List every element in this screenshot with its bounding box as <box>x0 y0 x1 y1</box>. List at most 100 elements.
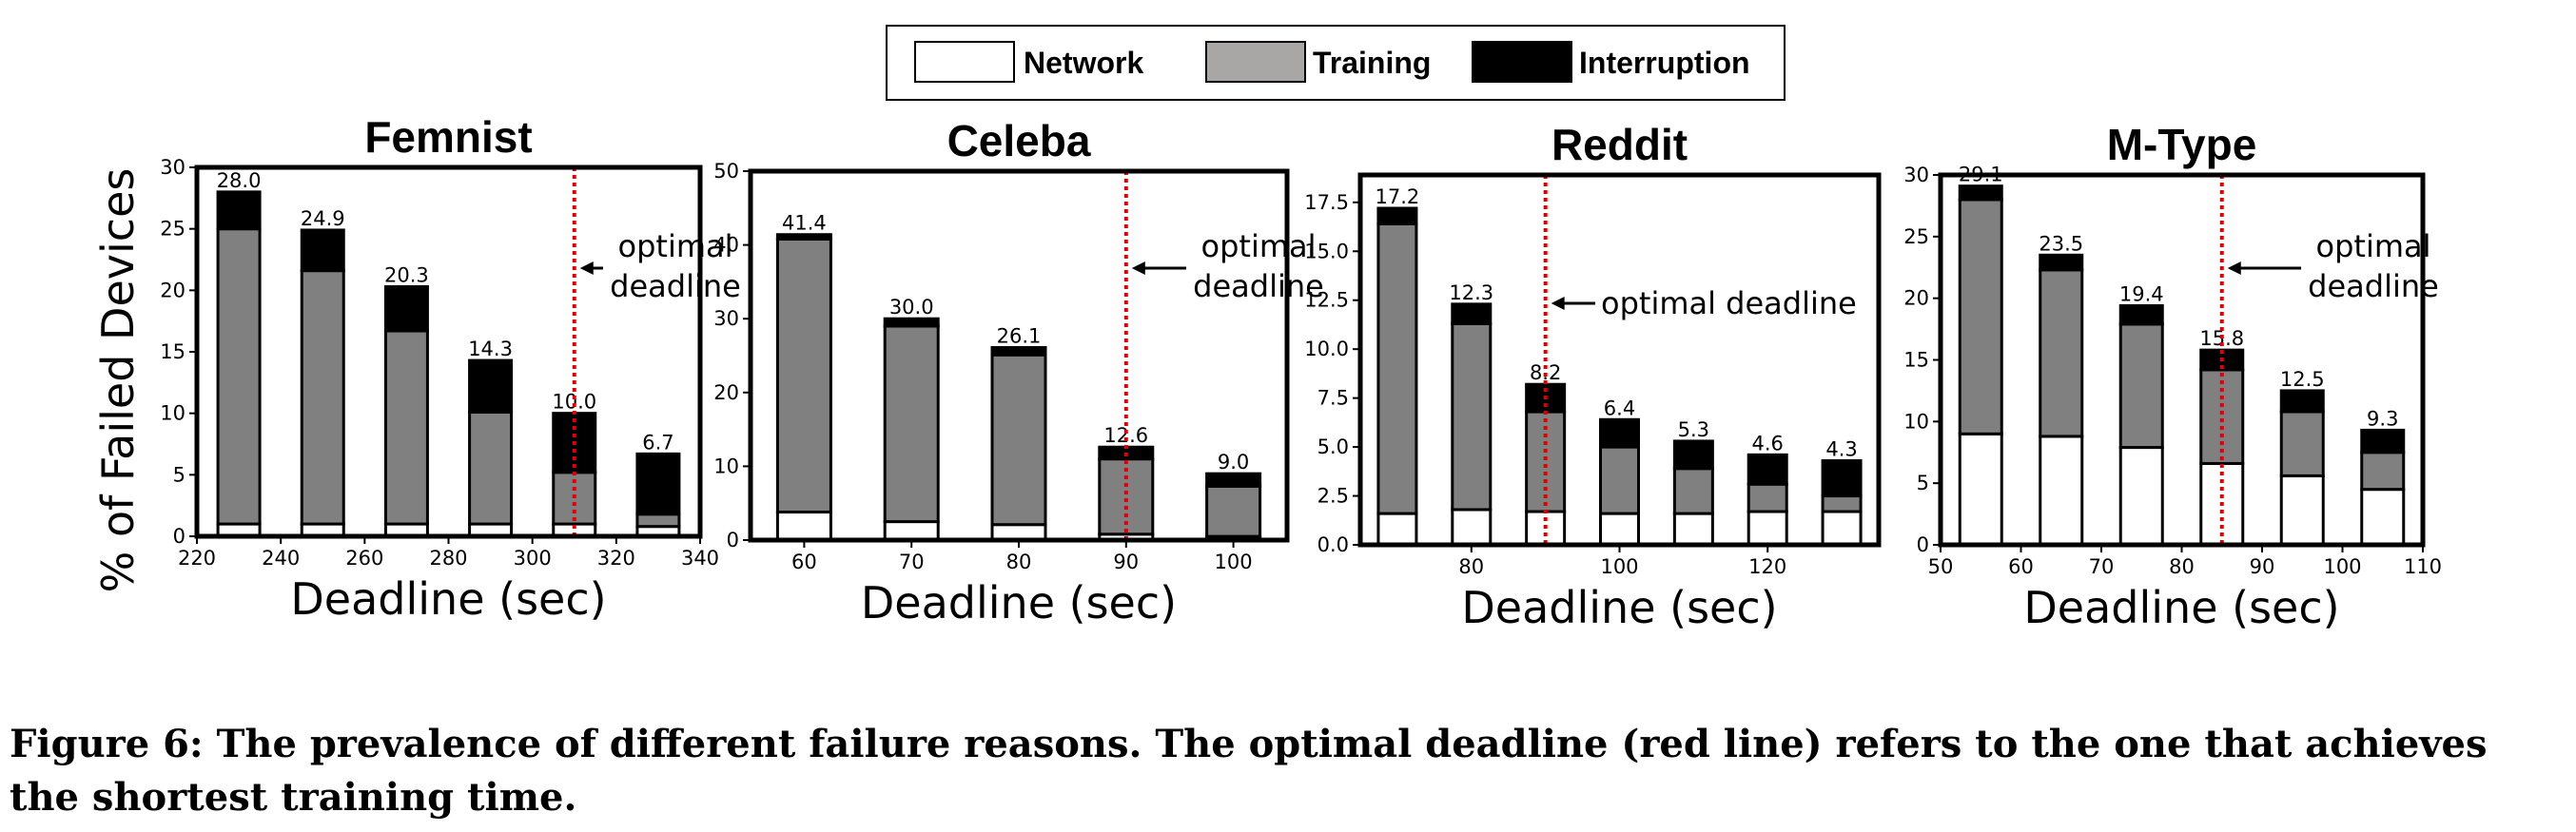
legend-label-interruption: Interruption <box>1579 46 1750 80</box>
x-tick-label: 100 <box>2323 555 2361 578</box>
bar-segment-interruption <box>1747 453 1788 486</box>
data-label: 9.0 <box>1218 451 1249 474</box>
bar-segment-training <box>1205 484 1262 538</box>
annotation-line: deadline <box>1193 268 1324 304</box>
legend-swatch-interruption <box>1472 41 1572 83</box>
x-tick-label: 100 <box>1215 551 1253 573</box>
bar-segment-interruption <box>300 228 345 273</box>
data-label: 12.6 <box>1103 424 1148 447</box>
data-label: 23.5 <box>2039 232 2083 255</box>
bar-segment-interruption <box>990 345 1047 357</box>
bar-segment-training <box>216 227 262 526</box>
bar-segment-training <box>2279 410 2325 477</box>
x-tick-label: 100 <box>1600 555 1638 578</box>
annotation-arrowhead <box>1551 297 1565 310</box>
bar-segment-network <box>1451 508 1493 547</box>
bar-segment-network <box>1376 512 1418 547</box>
y-tick-label: 30 <box>1903 164 1929 186</box>
data-label: 14.3 <box>468 338 513 360</box>
x-tick-label: 80 <box>1006 551 1032 573</box>
y-tick-label: 10 <box>160 402 185 425</box>
data-label: 4.6 <box>1752 432 1784 455</box>
bar-segment-network <box>1599 512 1640 547</box>
y-tick-label: 17.5 <box>1304 191 1349 214</box>
legend: Network Training Interruption <box>886 25 1786 101</box>
y-tick-label: 20 <box>1903 287 1929 310</box>
x-tick-label: 340 <box>681 547 719 570</box>
x-tick-label: 70 <box>899 551 925 573</box>
y-tick-label: 30 <box>713 307 739 330</box>
y-tick-label: 40 <box>713 234 739 257</box>
y-tick-label: 10.0 <box>1304 338 1349 360</box>
y-tick-label: 15 <box>160 340 185 363</box>
x-tick-label: 70 <box>2089 555 2115 578</box>
bar-segment-interruption <box>468 358 514 414</box>
y-tick-label: 12.5 <box>1304 289 1349 312</box>
x-tick-label: 50 <box>1928 555 1954 578</box>
chart-title: Reddit <box>1551 120 1688 169</box>
annotation-arrowhead <box>579 261 594 275</box>
data-label: 19.4 <box>2119 282 2164 305</box>
bar-segment-training <box>2039 268 2084 438</box>
y-tick-label: 20 <box>713 381 739 404</box>
y-tick-label: 15.0 <box>1304 240 1349 262</box>
data-label: 26.1 <box>997 324 1042 347</box>
bar-segment-training <box>1599 445 1640 515</box>
chart-title: Femnist <box>364 112 532 162</box>
data-label: 24.9 <box>301 207 345 230</box>
data-label: 4.3 <box>1825 437 1857 460</box>
figure-caption: Figure 6: The prevalence of different fa… <box>10 722 2488 820</box>
bar-segment-network <box>1747 510 1788 547</box>
bar-segment-interruption <box>635 452 681 516</box>
y-tick-label: 30 <box>160 156 185 179</box>
bar-segment-interruption <box>2039 253 2084 272</box>
data-label: 6.4 <box>1604 397 1635 419</box>
x-tick-label: 90 <box>2250 555 2275 578</box>
annotation-arrowhead <box>1131 261 1145 275</box>
x-tick-label: 60 <box>791 551 817 573</box>
annotation-text: optimal deadline <box>610 228 741 304</box>
chart-title: M-Type <box>2107 120 2257 169</box>
annotation-line: deadline <box>2308 268 2439 304</box>
bar-segment-network <box>775 511 832 542</box>
y-tick-label: 0.0 <box>1317 533 1349 556</box>
y-tick-label: 7.5 <box>1317 387 1349 410</box>
bar-segment-network <box>1821 510 1863 547</box>
bar-segment-training <box>1958 198 2003 435</box>
bar-segment-network <box>2279 474 2325 547</box>
x-axis-label: Deadline (sec) <box>861 577 1177 629</box>
annotation-text: optimal deadline <box>1193 228 1324 304</box>
x-axis-label: Deadline (sec) <box>1461 582 1777 633</box>
x-tick-label: 320 <box>597 547 635 570</box>
y-tick-label: 2.5 <box>1317 485 1349 508</box>
annotation-arrowhead <box>2227 261 2241 275</box>
bar-segment-training <box>300 269 345 526</box>
plot-frame <box>194 164 703 539</box>
bar-segment-training <box>1376 222 1418 515</box>
x-tick-label: 110 <box>2404 555 2442 578</box>
data-label: 30.0 <box>889 296 934 319</box>
bar-segment-interruption <box>1205 472 1262 488</box>
annotation-line: optimal <box>1201 228 1317 264</box>
x-axis-label: Deadline (sec) <box>2023 582 2339 633</box>
legend-swatch-network <box>914 41 1015 83</box>
annotation-line: deadline <box>610 268 741 304</box>
data-label: 15.8 <box>2199 327 2244 350</box>
y-axis-label: % of Failed Devices <box>92 168 144 593</box>
bar-segment-interruption <box>216 190 262 231</box>
y-tick-label: 0 <box>1917 533 1929 556</box>
y-tick-label: 50 <box>713 160 739 183</box>
bar-segment-interruption <box>1451 302 1493 325</box>
y-tick-label: 20 <box>160 279 185 301</box>
bar-segment-training <box>1821 494 1863 513</box>
chart-panel-femnist: Femnist 28.0 24.9 20.3 14.3 10.0 6.7 optimal dea… <box>160 112 741 625</box>
y-tick-label: 25 <box>160 218 185 241</box>
x-tick-label: 220 <box>178 547 216 570</box>
x-tick-label: 260 <box>345 547 383 570</box>
data-label: 12.5 <box>2280 368 2325 391</box>
bar-segment-interruption <box>1958 184 2003 202</box>
bar-segment-interruption <box>1376 206 1418 225</box>
chart-title: Celeba <box>947 116 1091 165</box>
